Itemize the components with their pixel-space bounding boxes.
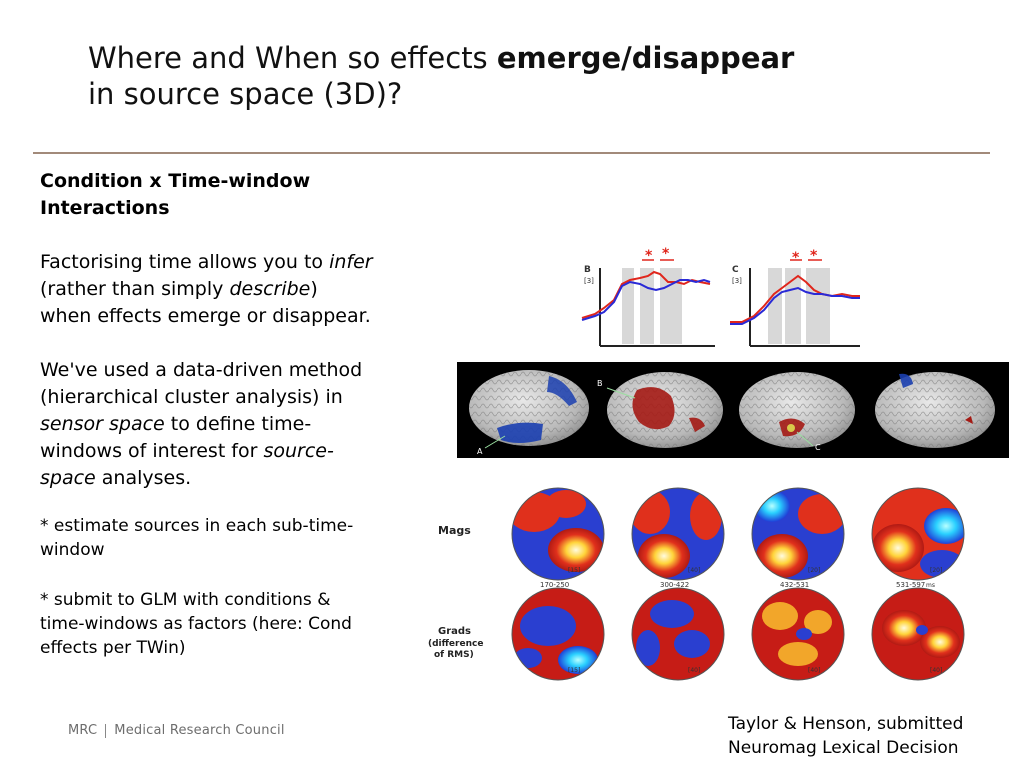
mag-count-1: [15] [568, 567, 580, 574]
plot-b-star-1: * [645, 248, 653, 264]
grad-count-2: [40] [688, 667, 700, 674]
mag-map-2 [631, 487, 725, 581]
p1-text-b: (rather than simply [40, 278, 230, 300]
brain-label-a: A [477, 447, 483, 456]
title-prefix: Where and When so effects [88, 41, 497, 75]
grad-map-4 [871, 587, 965, 681]
brain-2: B [597, 372, 723, 448]
heading-line1: Condition x Time-window [40, 170, 311, 192]
window-unit: ms [926, 582, 935, 589]
title-line2: in source space (3D)? [88, 77, 403, 111]
grad-map-3 [751, 587, 845, 681]
topography-maps: Mags Grads (difference of RMS) [418, 486, 978, 686]
p2-text-c: analyses. [95, 467, 192, 489]
p2-sensor: sensor space [40, 413, 165, 435]
brain-label-c: C [815, 443, 821, 452]
section-heading: Condition x Time-window Interactions [40, 168, 375, 222]
brain-3: C [739, 372, 855, 452]
mrc-name: Medical Research Council [114, 723, 285, 738]
grad-count-1: [15] [568, 667, 580, 674]
plot-c-label: C [732, 265, 739, 275]
mag-map-4 [871, 487, 965, 581]
plot-b: B [3] * * [581, 246, 715, 347]
grad-map-1 [511, 587, 605, 681]
window-label-3: 432-531 [780, 581, 809, 589]
p2-text-a: We've used a data-driven method (hierarc… [40, 359, 363, 408]
plot-c-star-1: * [792, 250, 800, 266]
plot-c: C [3] * * [730, 248, 860, 347]
brain-1: A [469, 370, 589, 456]
p2-text-b: to define time-windows of interest for [40, 413, 312, 462]
mag-map-3 [751, 487, 845, 581]
bullet-glm: * submit to GLM with conditions & time-w… [40, 590, 352, 658]
row-label-grads-2: (difference [428, 639, 483, 649]
waveform-plots: B [3] * * C [3] * * [581, 246, 860, 347]
plot-c-unit: [3] [732, 277, 742, 285]
window-label-2: 300-422 [660, 581, 689, 589]
mag-count-4: [20] [930, 567, 942, 574]
citation-line2: Neuromag Lexical Decision [728, 738, 959, 758]
mag-map-1 [511, 487, 605, 581]
mrc-abbrev: MRC [68, 723, 98, 738]
window-label-4: 531-597 [896, 581, 925, 589]
plot-b-unit: [3] [584, 277, 594, 285]
plot-b-label: B [584, 265, 591, 275]
grad-count-4: [40] [930, 667, 942, 674]
title-divider [33, 152, 990, 154]
paragraph-method: We've used a data-driven method (hierarc… [40, 357, 375, 492]
mag-count-3: [20] [808, 567, 820, 574]
slide-title: Where and When so effects emerge/disappe… [88, 40, 988, 112]
p1-infer: infer [329, 251, 373, 273]
brain-renderings: A B C [457, 362, 1009, 458]
body-text: Condition x Time-window Interactions Fac… [40, 168, 375, 660]
citation: Taylor & Henson, submitted Neuromag Lexi… [728, 712, 963, 760]
p1-describe: describe [229, 278, 311, 300]
p1-text-c: ) when effects emerge or disappear. [40, 278, 371, 327]
p2-source: source-space [40, 440, 334, 489]
mrc-logo: MRC Medical Research Council [68, 723, 285, 738]
bullet-estimate: * estimate sources in each sub-time-wind… [40, 516, 354, 560]
p1-text-a: Factorising time allows you to [40, 251, 330, 273]
plot-b-star-2: * [662, 246, 670, 262]
brain-label-b: B [597, 379, 603, 388]
brain-4 [875, 372, 995, 448]
mag-count-2: [40] [688, 567, 700, 574]
plot-c-star-2: * [810, 248, 818, 264]
row-label-grads: Grads [438, 626, 471, 637]
heading-line2: Interactions [40, 197, 170, 219]
row-label-mags: Mags [438, 524, 471, 537]
title-bold: emerge/disappear [496, 41, 795, 75]
grad-count-3: [40] [808, 667, 820, 674]
grad-map-2 [631, 587, 725, 681]
paragraph-factorising: Factorising time allows you to infer (ra… [40, 249, 375, 330]
citation-line1: Taylor & Henson, submitted [728, 714, 964, 734]
window-label-1: 170-250 [540, 581, 569, 589]
row-label-grads-3: of RMS) [434, 650, 474, 660]
